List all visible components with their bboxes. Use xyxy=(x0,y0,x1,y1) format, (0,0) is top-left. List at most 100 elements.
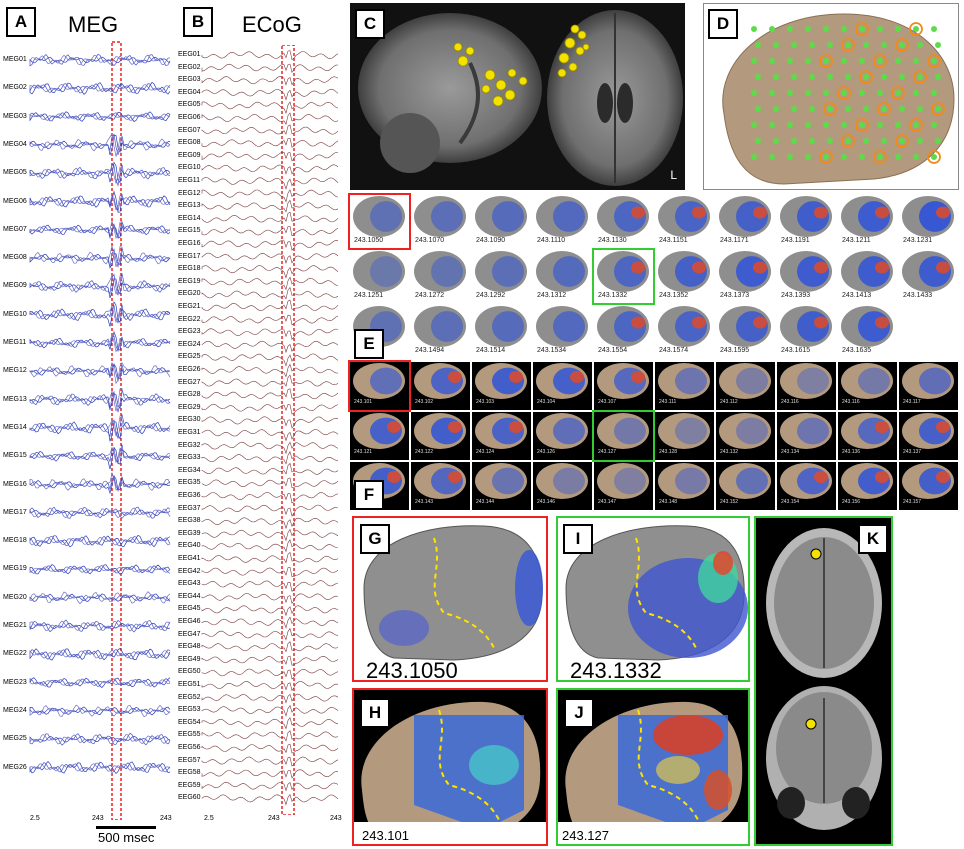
meg-channel-label: MEG04 xyxy=(3,140,27,148)
ecog-map-cell: 243.112 xyxy=(716,362,775,410)
meg-trace xyxy=(29,734,171,745)
meg-trace xyxy=(29,274,171,295)
meg-trace xyxy=(29,679,171,686)
meg-map-cell: 243.1554 xyxy=(594,305,653,358)
meg-trace xyxy=(29,134,171,156)
ecog-trace xyxy=(201,429,339,442)
ecog-spike-window xyxy=(281,45,295,815)
electrode-ring xyxy=(873,54,887,68)
map-time-label: 243.1352 xyxy=(659,292,689,299)
electrode-dot xyxy=(859,26,865,32)
meg-trace xyxy=(29,53,171,67)
meg-channel-label: MEG13 xyxy=(3,395,27,403)
electrode-dot xyxy=(755,42,761,48)
map-time-label: 243.126 xyxy=(537,449,556,455)
electrode-dot xyxy=(917,74,923,80)
ecog-trace xyxy=(201,668,339,680)
meg-channel-label: MEG17 xyxy=(3,508,27,516)
ecog-channel-label: EEG41 xyxy=(178,555,201,562)
electrode-dot xyxy=(881,74,887,80)
meg-map-cell: 243.1312 xyxy=(533,250,592,303)
electrode-dot xyxy=(931,154,937,160)
electrode-dot xyxy=(931,58,937,64)
electrode-dot xyxy=(845,138,851,144)
meg-trace xyxy=(29,363,171,382)
ecog-map-cell: 243.154 xyxy=(777,462,836,510)
ecog-channel-label: EEG04 xyxy=(178,88,201,96)
map-time-label: 243.144 xyxy=(476,499,495,505)
ecog-trace xyxy=(201,593,339,605)
map-time-label: 243.112 xyxy=(720,399,738,405)
electrode-dot xyxy=(755,138,761,144)
meg-trace xyxy=(29,619,171,633)
ecog-map-cell: 243.111 xyxy=(655,362,714,410)
ecog-channel-label: EEG31 xyxy=(178,429,201,436)
meg-map-cell: 243.1615 xyxy=(777,305,836,358)
ecog-trace xyxy=(201,101,339,115)
ecog-trace xyxy=(201,492,339,504)
ecog-channel-label: EEG28 xyxy=(178,391,201,399)
ecog-channel-label: EEG17 xyxy=(178,252,201,260)
ecog-channel-label: EEG52 xyxy=(178,693,201,701)
meg-trace xyxy=(29,507,171,519)
electrode-dot xyxy=(805,26,811,32)
ecog-channel-label: EEG06 xyxy=(178,114,201,121)
meg-trace xyxy=(29,363,171,380)
meg-map-cell: 243.1211 xyxy=(838,195,897,248)
electrode-ring xyxy=(837,86,851,100)
meg-channel-label: MEG19 xyxy=(3,565,27,573)
ecog-channel-label: EEG22 xyxy=(178,315,201,323)
electrode-dot xyxy=(877,58,883,64)
ecog-trace xyxy=(201,63,339,73)
ecog-map-cell: 243.101 xyxy=(348,360,411,412)
electrode-dot xyxy=(935,106,941,112)
map-time-label: 243.1090 xyxy=(476,237,506,244)
meg-map-cell: 243.1151 xyxy=(655,195,714,248)
ecog-trace xyxy=(201,177,339,190)
ecog-channel-label: EEG43 xyxy=(178,580,201,588)
electrode-dot xyxy=(769,26,775,32)
meg-trace xyxy=(29,83,171,94)
electrode-ring xyxy=(913,70,927,84)
meg-trace xyxy=(29,677,171,688)
electrode-dot xyxy=(877,154,883,160)
ecog-map-cell: 243.157 xyxy=(899,462,958,510)
electrode-dot xyxy=(751,154,757,160)
meg-trace xyxy=(29,565,171,574)
electrode-dot xyxy=(935,138,941,144)
ecog-channel-label: EEG13 xyxy=(178,202,201,210)
electrode-dot xyxy=(769,90,775,96)
electrode-dot xyxy=(805,122,811,128)
electrode-dot xyxy=(809,106,815,112)
electrode-dot xyxy=(935,42,941,48)
electrode-dot xyxy=(791,138,797,144)
electrode-dot xyxy=(935,74,941,80)
map-time-label: 243.1615 xyxy=(781,347,811,354)
ecog-trace xyxy=(201,353,339,367)
ecog-trace xyxy=(201,717,339,730)
electrode-dot xyxy=(791,74,797,80)
electrode-ring xyxy=(931,102,945,116)
ecog-tick-mid: 243 xyxy=(268,815,280,822)
meg-map-cell: 243.1130 xyxy=(594,195,653,248)
meg-channel-label: MEG03 xyxy=(3,112,27,120)
ecog-map-large-h xyxy=(354,701,546,844)
map-time-label: 243.136 xyxy=(842,449,861,455)
ecog-channel-label: EEG02 xyxy=(178,63,201,71)
electrode-ring xyxy=(895,134,909,148)
ecog-trace xyxy=(201,199,339,213)
meg-trace xyxy=(29,253,171,269)
map-time-label: 243.1312 xyxy=(537,292,567,299)
meg-trace xyxy=(29,133,171,155)
meg-trace xyxy=(29,474,171,495)
ecog-channel-label: EEG23 xyxy=(178,328,201,336)
ecog-channel-label: EEG46 xyxy=(178,618,201,625)
ecog-map-cell: 243.147 xyxy=(594,462,653,510)
ecog-map-large-j xyxy=(558,701,748,844)
ecog-channel-label: EEG60 xyxy=(178,794,201,802)
meg-trace xyxy=(29,304,171,324)
ecog-channel-label: EEG36 xyxy=(178,492,201,499)
meg-trace xyxy=(29,704,171,718)
meg-trace xyxy=(29,732,171,746)
electrode-ring xyxy=(927,54,941,68)
